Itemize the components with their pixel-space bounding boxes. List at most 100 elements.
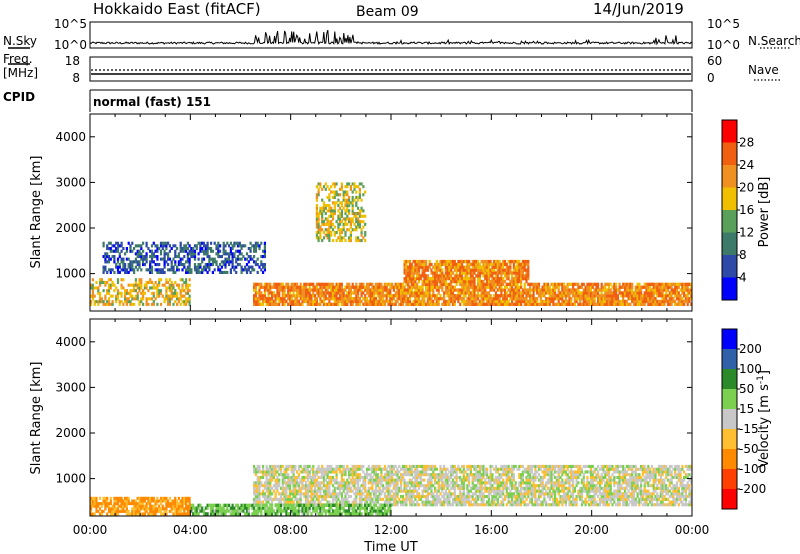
power-cell [321,288,324,292]
velocity-cell [430,489,433,493]
power-cell [593,288,596,292]
power-cell [532,302,535,306]
power-cell [437,274,440,278]
power-cell [480,294,483,298]
power-cell [163,300,166,304]
velocity-cell [355,475,358,479]
power-cell [564,285,567,289]
power-cell [419,294,422,298]
power-cell [672,297,675,301]
velocity-cell [457,464,460,468]
power-cell [582,299,585,304]
power-cell [561,297,564,301]
power-cell [493,285,496,289]
velocity-cell [434,486,437,490]
power-cell [294,282,297,286]
power-cell [99,294,102,298]
power-cell [143,283,146,287]
velocity-cell [357,486,360,490]
power-cell [254,297,257,301]
power-cell [179,249,182,253]
power-cell [95,286,98,290]
velocity-cell [494,489,498,493]
power-cell [444,291,447,295]
power-cell [389,297,392,301]
power-cell [165,241,168,245]
power-cell [271,291,274,295]
velocity-cell [408,473,412,477]
velocity-cell [446,495,449,499]
velocity-cell [348,489,351,493]
power-cell [168,289,171,293]
power-cell [641,294,644,298]
power-cell [91,294,94,298]
velocity-cell [457,467,460,471]
power-cell [220,255,223,259]
power-cell [383,285,386,289]
velocity-cell [312,500,315,504]
power-cell [430,302,433,306]
power-cell [674,302,677,306]
power-cell [314,302,317,306]
power-cell [459,262,462,267]
velocity-cell [478,478,481,482]
power-cell [405,302,408,306]
velocity-cell [437,484,440,488]
velocity-cell [385,478,388,482]
power-cell [276,302,279,306]
power-cell [589,285,593,289]
velocity-cell [423,464,426,468]
velocity-cell [457,495,460,499]
velocity-cell [451,470,455,474]
power-cell [281,285,284,289]
power-cell [398,294,401,298]
velocity-cell [471,473,474,477]
power-cell [321,239,324,243]
power-cell [530,297,533,301]
velocity-cell [357,464,360,468]
power-cell [326,185,329,189]
power-cell [358,288,361,292]
velocity-cell [351,484,354,488]
power-cell [99,291,102,295]
velocity-cell [285,467,288,471]
power-cell [376,288,379,292]
power-cell [437,302,440,306]
velocity-cell [469,503,472,507]
power-cell [623,299,627,304]
velocity-cell [469,464,472,468]
power-cell [482,291,485,295]
power-cell [355,220,358,224]
power-cell [195,265,198,269]
power-cell [459,291,462,295]
power-cell [589,302,593,306]
power-cell [509,282,512,286]
velocity-cell [314,475,317,479]
power-cell [498,265,501,269]
power-cell [129,249,132,253]
velocity-cell [396,484,399,488]
velocity-cell [262,464,265,468]
power-cell [97,286,100,290]
velocity-cell [432,484,435,488]
power-cell [95,280,98,284]
velocity-cell [423,489,426,493]
velocity-cell [428,503,431,507]
velocity-cell [371,481,374,485]
power-cell [620,302,623,306]
velocity-cell [407,470,410,474]
velocity-cell [322,497,326,501]
power-cell [430,285,433,289]
power-cell [677,302,680,306]
power-cell [391,282,394,286]
power-cell [494,291,498,295]
power-cell [593,302,596,306]
power-cell [322,294,326,298]
power-cell [163,260,166,264]
power-cell [355,204,358,208]
velocity-cell [505,473,508,477]
power-cell [500,271,503,275]
power-cell [573,297,576,301]
power-cell [188,289,191,293]
power-cell [435,259,438,264]
